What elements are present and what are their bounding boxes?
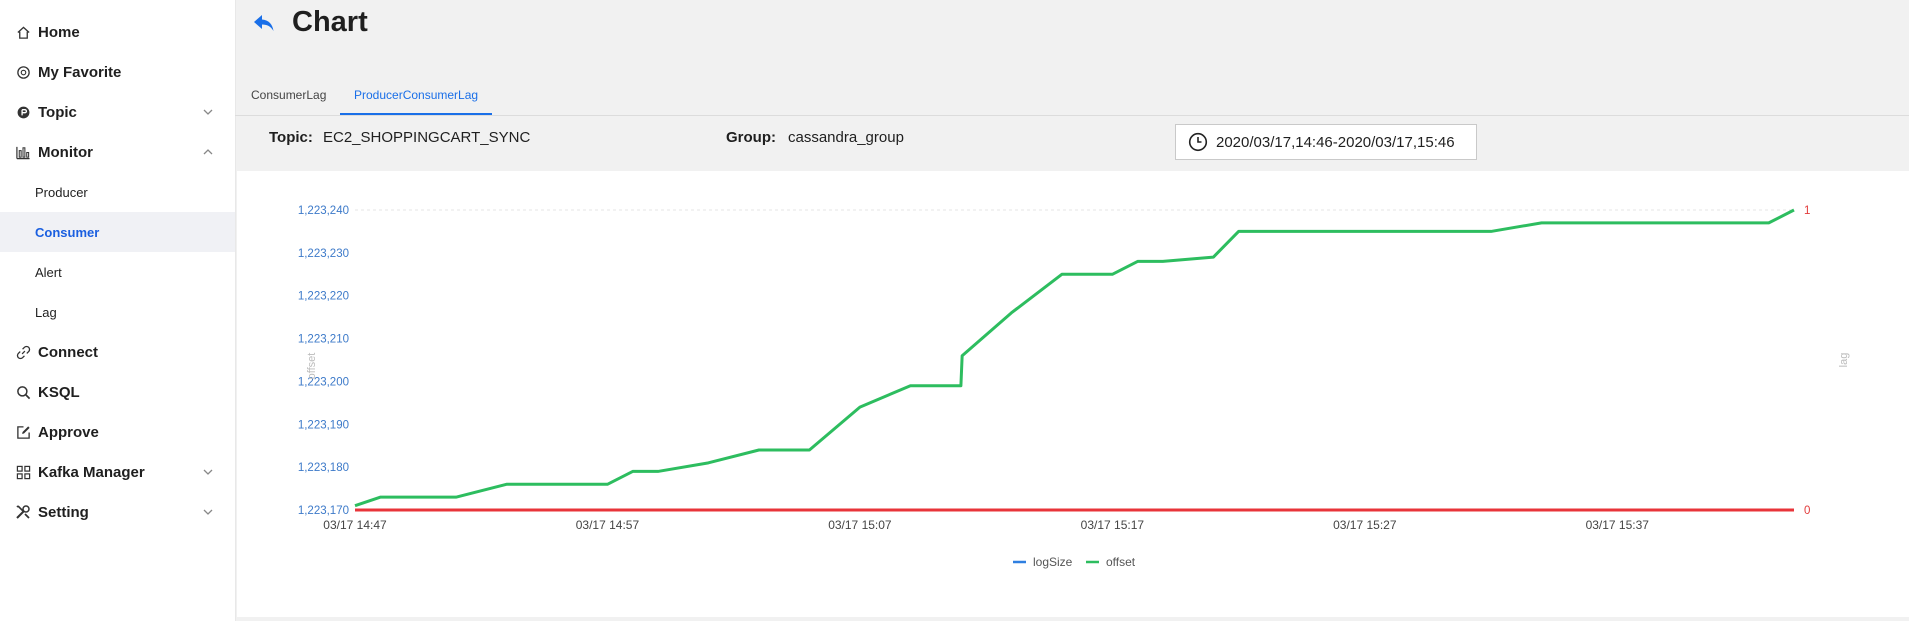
- nav-approve[interactable]: Approve: [0, 412, 235, 452]
- topic-value: EC2_SHOPPINGCART_SYNC: [323, 129, 531, 146]
- tab-producer-consumer-lag[interactable]: ProducerConsumerLag: [340, 78, 493, 115]
- x-tick-label: 03/17 15:27: [1333, 518, 1397, 532]
- topic-icon: [15, 104, 31, 120]
- tools-icon: [15, 504, 31, 520]
- y2-tick-label: 1: [1804, 205, 1810, 217]
- x-tick-label: 03/17 14:47: [323, 518, 387, 532]
- series-line-offset: [354, 208, 1795, 508]
- y-tick-label: 1,223,170: [298, 505, 349, 517]
- nav-consumer[interactable]: Consumer: [0, 212, 235, 252]
- lag-chart: 1,223,170 1,223,180 1,223,190 1,223,200 1,22…: [298, 205, 1850, 569]
- search-icon: [15, 384, 31, 400]
- nav-my-favorite-label: My Favorite: [38, 63, 122, 81]
- nav-alert-label: Alert: [35, 264, 62, 280]
- nav-connect-label: Connect: [38, 343, 98, 361]
- nav-home[interactable]: Home: [0, 12, 235, 52]
- x-tick-label: 03/17 15:17: [1081, 518, 1145, 532]
- x-tick-label: 03/17 15:07: [828, 518, 892, 532]
- y-tick-label: 1,223,220: [298, 291, 349, 303]
- y-axis-title: offset: [306, 353, 318, 380]
- nav-monitor[interactable]: Monitor: [0, 132, 235, 172]
- group-label: Group:: [726, 129, 776, 146]
- y-tick-label: 1,223,180: [298, 462, 349, 474]
- nav-my-favorite[interactable]: My Favorite: [0, 52, 235, 92]
- tab-bar: ConsumerLag ProducerConsumerLag: [235, 78, 1909, 116]
- nav-topic[interactable]: Topic: [0, 92, 235, 132]
- nav-alert[interactable]: Alert: [0, 252, 235, 292]
- x-tick-label: 03/17 15:37: [1586, 518, 1650, 532]
- sidebar: Home My Favorite Topic Monitor Producer …: [0, 0, 236, 621]
- y2-tick-label: 0: [1804, 505, 1810, 517]
- nav-producer-label: Producer: [35, 184, 88, 200]
- nav-producer[interactable]: Producer: [0, 172, 235, 212]
- nav-lag-label: Lag: [35, 304, 57, 320]
- chevron-down-icon: [203, 509, 213, 515]
- clock-icon: [1188, 132, 1208, 152]
- nav-setting-label: Setting: [38, 503, 89, 521]
- link-icon: [15, 344, 31, 360]
- legend-label-offset: offset: [1106, 555, 1136, 569]
- y-tick-label: 1,223,230: [298, 248, 349, 260]
- y2-axis-title: lag: [1838, 353, 1850, 368]
- nav-monitor-label: Monitor: [38, 143, 93, 161]
- edit-icon: [15, 424, 31, 440]
- chevron-down-icon: [203, 469, 213, 475]
- nav-lag[interactable]: Lag: [0, 292, 235, 332]
- group-value: cassandra_group: [788, 129, 904, 146]
- nav-topic-label: Topic: [38, 103, 77, 121]
- home-icon: [15, 24, 31, 40]
- legend-label-logSize: logSize: [1033, 555, 1073, 569]
- nav-ksql-label: KSQL: [38, 383, 80, 401]
- back-icon[interactable]: [252, 12, 276, 36]
- date-range-value: 2020/03/17,14:46-2020/03/17,15:46: [1216, 133, 1455, 151]
- bar-chart-icon: [15, 144, 31, 160]
- nav-setting[interactable]: Setting: [0, 492, 235, 532]
- y-tick-label: 1,223,190: [298, 419, 349, 431]
- x-tick-label: 03/17 14:57: [576, 518, 640, 532]
- topic-label: Topic:: [269, 129, 313, 146]
- nav-kafka-manager-label: Kafka Manager: [38, 463, 145, 481]
- nav-approve-label: Approve: [38, 423, 99, 441]
- y-tick-label: 1,223,240: [298, 205, 349, 217]
- chart-panel: 1,223,170 1,223,180 1,223,190 1,223,200 1,22…: [237, 171, 1909, 617]
- page-title: Chart: [292, 6, 368, 38]
- nav-kafka-manager[interactable]: Kafka Manager: [0, 452, 235, 492]
- y-tick-label: 1,223,210: [298, 334, 349, 346]
- tab-consumer-lag[interactable]: ConsumerLag: [251, 88, 327, 102]
- nav-ksql[interactable]: KSQL: [0, 372, 235, 412]
- y-tick-label: 1,223,200: [298, 376, 349, 388]
- nav-consumer-label: Consumer: [35, 224, 100, 240]
- nav-home-label: Home: [38, 23, 80, 41]
- chevron-down-icon: [203, 109, 213, 115]
- nav-connect[interactable]: Connect: [0, 332, 235, 372]
- apps-icon: [15, 464, 31, 480]
- chevron-up-icon: [203, 149, 213, 155]
- date-range-picker[interactable]: 2020/03/17,14:46-2020/03/17,15:46: [1175, 124, 1477, 160]
- favorite-icon: [15, 64, 31, 80]
